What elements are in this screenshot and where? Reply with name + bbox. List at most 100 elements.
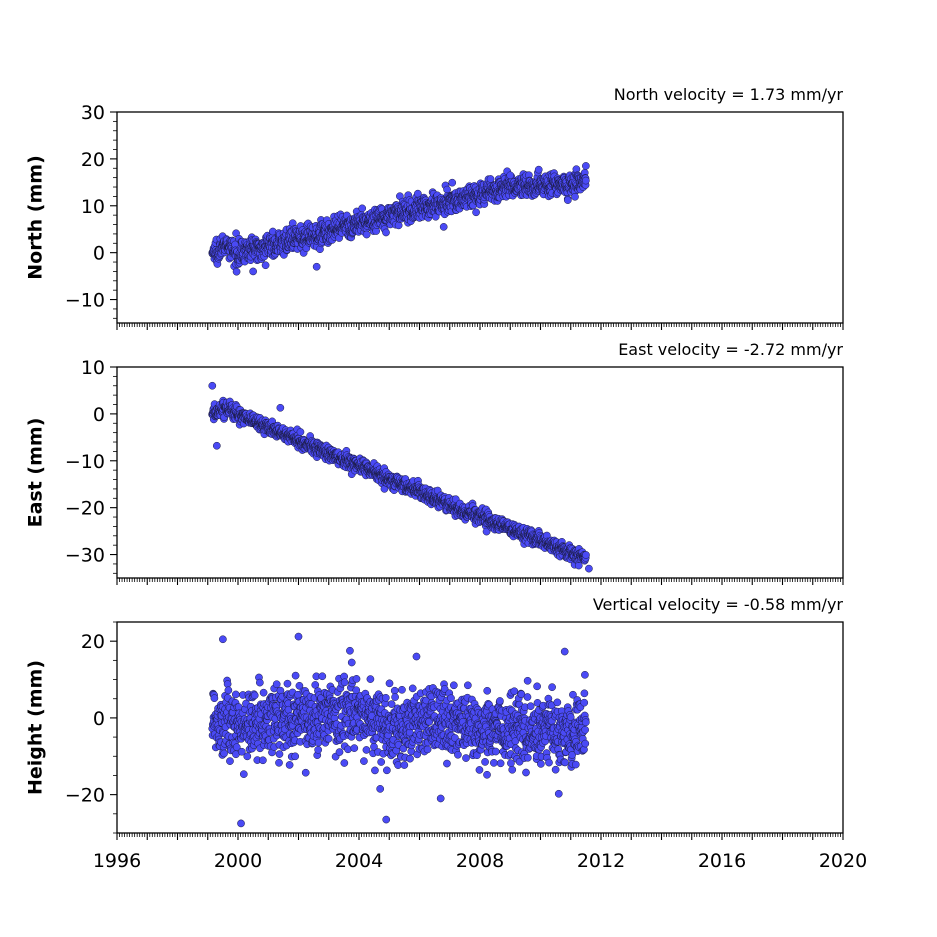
north-velocity-annotation: North velocity = 1.73 mm/yr [614,85,844,104]
scatter-points [208,632,590,828]
data-point [352,675,361,683]
data-point [522,768,530,777]
data-point [226,757,234,765]
data-point [220,749,228,758]
data-point [523,676,532,685]
east-velocity-annotation: East velocity = -2.72 mm/yr [618,340,843,359]
outlier-point [439,223,448,231]
y-tick-label: 0 [93,243,105,265]
y-tick-label: 20 [81,149,105,171]
data-point [314,746,323,754]
data-point [314,738,323,747]
height-panel: Vertical velocity = -0.58 mm/yr Height (… [25,595,868,872]
data-point [481,758,489,766]
data-point [537,760,545,768]
outlier-point [506,171,515,180]
data-point [526,702,535,711]
data-point [510,687,519,696]
data-point [523,753,532,762]
data-point [344,745,352,754]
y-tick-label: 10 [81,196,105,218]
y-tick-label: −20 [65,498,105,520]
data-point [491,747,500,756]
y-tick-label: 30 [81,102,105,124]
data-point [377,758,386,766]
data-point [275,750,284,758]
data-point [423,745,432,754]
data-point [454,750,462,759]
vertical-velocity-annotation: Vertical velocity = -0.58 mm/yr [593,595,844,614]
data-point [534,165,543,174]
data-point [472,208,480,217]
data-point [486,175,495,183]
outlier-point [212,441,221,450]
data-point [394,221,403,230]
data-point [496,697,504,705]
data-point [301,768,310,777]
data-point [324,734,333,743]
height-ylabel: Height (mm) [25,660,47,795]
data-point [490,759,498,767]
data-point [443,759,451,768]
y-tick-label: 0 [93,404,105,426]
data-point [382,228,390,237]
data-point [563,196,572,204]
scatter-points [208,381,593,573]
data-point [255,678,264,687]
data-point [362,230,371,239]
data-point [283,679,292,688]
data-point [464,681,472,690]
data-point [462,754,470,762]
data-point [362,746,371,754]
data-point [335,748,344,756]
outlier-point [582,162,590,170]
north-ylabel: North (mm) [25,155,47,280]
data-point [350,744,359,752]
data-point [285,761,294,769]
data-point [581,176,590,185]
data-point [383,766,391,775]
north-panel: North velocity = 1.73 mm/yr North (mm) −… [25,85,844,330]
data-point [291,671,300,680]
data-point [366,675,375,683]
data-point [272,680,281,689]
data-point [447,694,455,703]
data-point [408,684,417,693]
data-point [347,658,356,667]
data-point [483,686,492,695]
data-point [449,681,458,690]
data-point [261,261,270,270]
data-point [340,678,349,687]
data-point [582,551,590,559]
data-point [318,672,327,681]
data-point [259,756,267,765]
data-point [475,766,484,774]
data-point [385,679,394,688]
data-point [523,693,532,701]
y-tick-label: 10 [81,357,105,379]
y-tick-label: −30 [65,545,105,567]
east-ylabel: East (mm) [25,418,47,528]
outlier-point [208,381,217,390]
data-point [231,690,240,699]
y-tick-label: −10 [65,451,105,473]
data-point [507,759,515,768]
outlier-point [249,267,257,276]
data-point [398,685,406,694]
outlier-point [585,564,593,573]
data-point [371,766,379,775]
data-point [391,693,399,701]
data-point [239,770,248,778]
data-point [259,688,268,697]
data-point [571,192,579,201]
data-point [296,428,305,436]
data-point [224,686,233,695]
data-point [508,765,517,774]
data-point [358,204,367,213]
data-point [496,759,505,768]
data-point [243,752,252,761]
data-point [533,682,541,691]
data-point [483,770,491,779]
data-point [291,752,300,761]
